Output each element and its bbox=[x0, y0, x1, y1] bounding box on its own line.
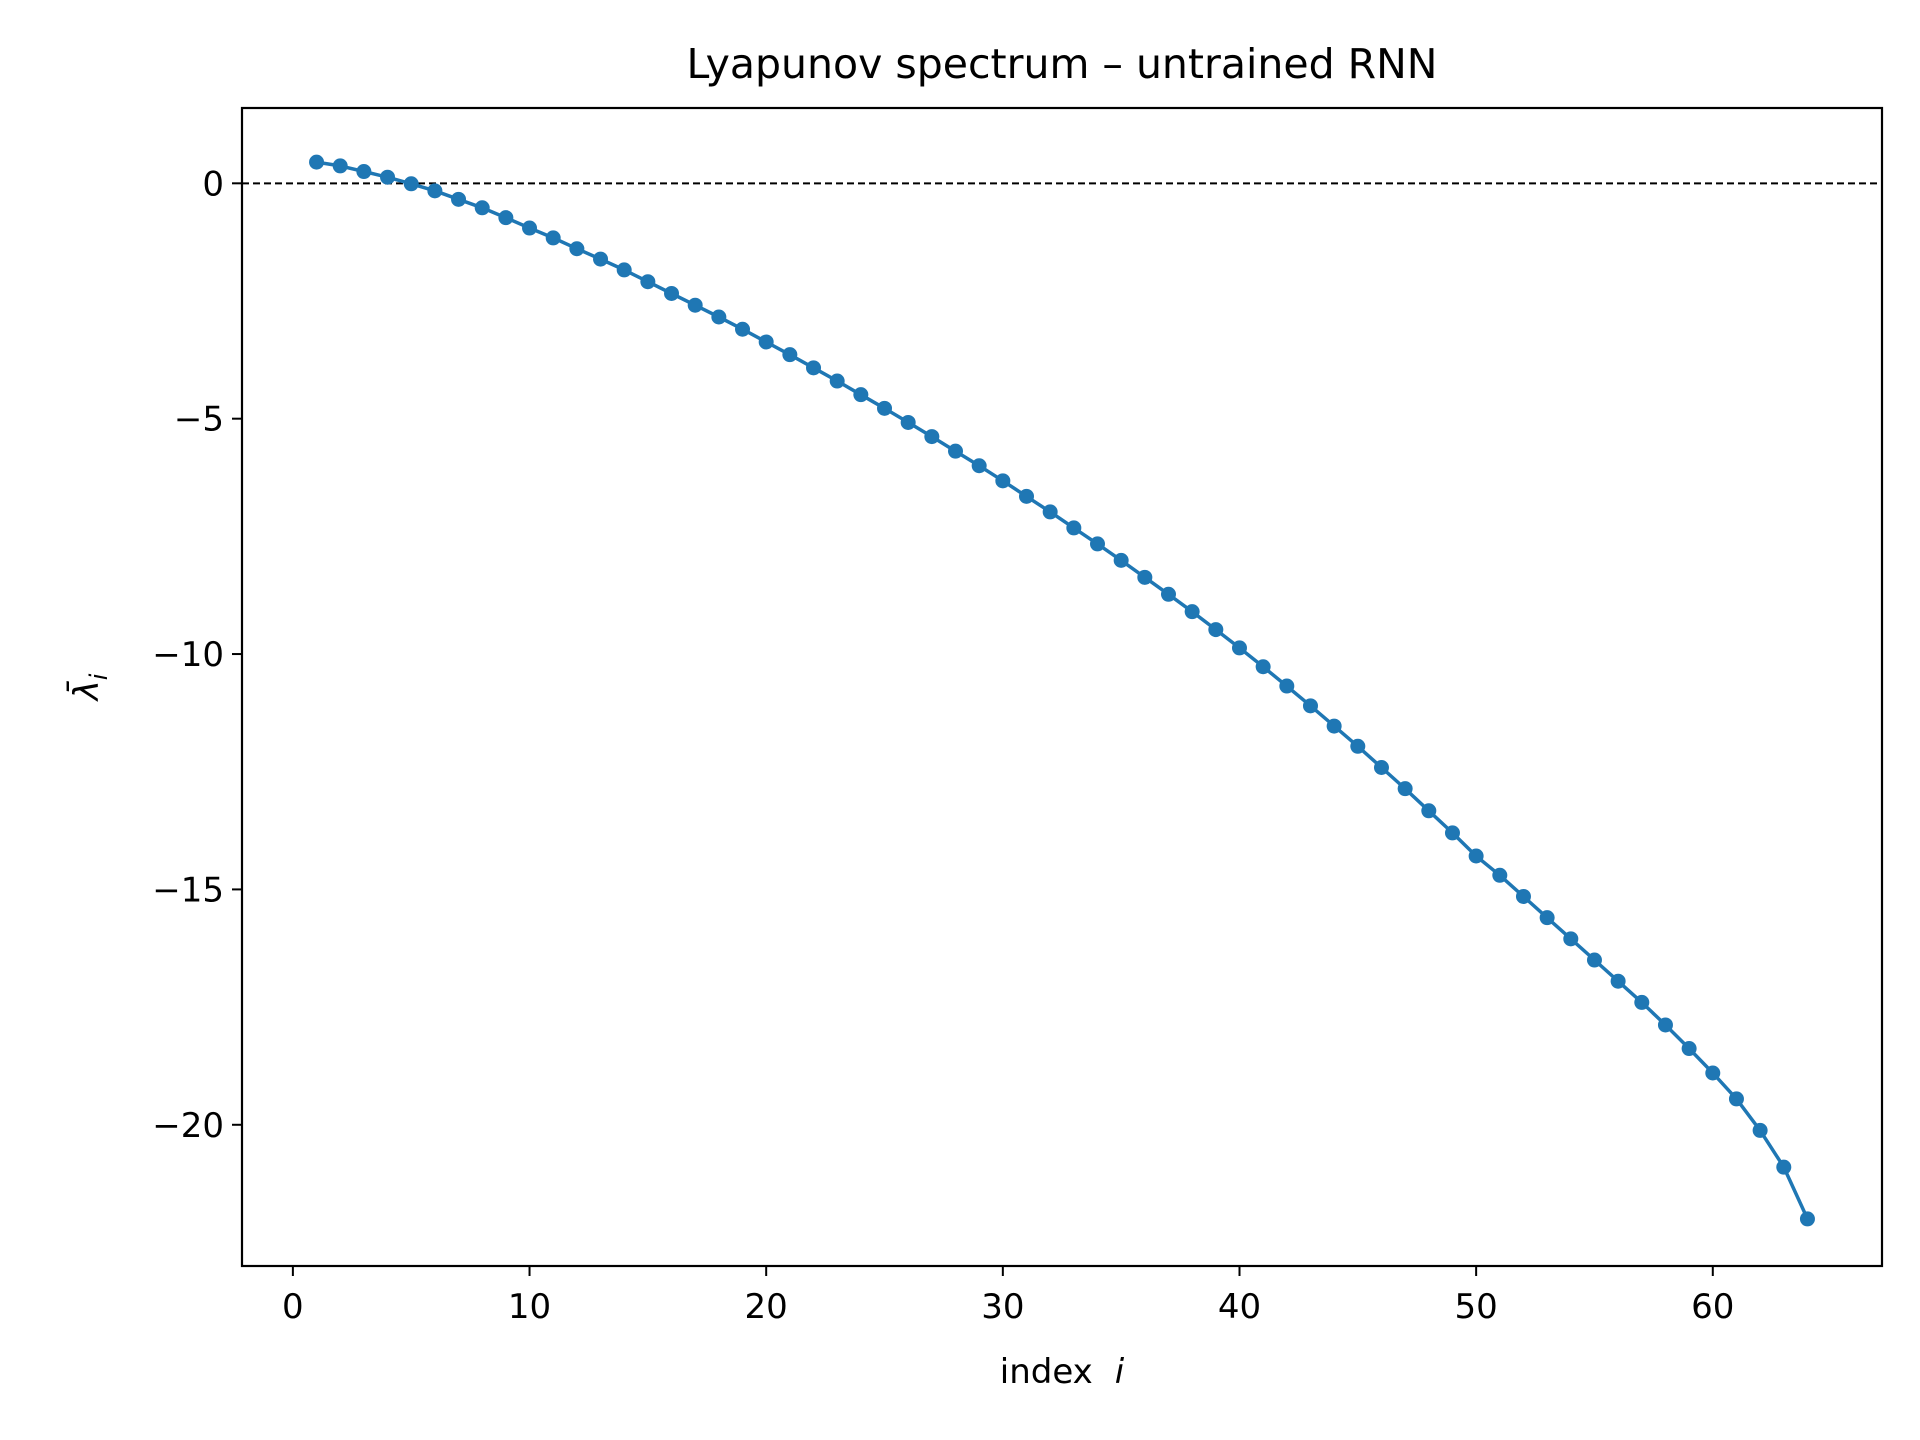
data-point bbox=[640, 274, 656, 290]
data-point bbox=[1350, 738, 1366, 754]
data-point bbox=[1657, 1017, 1673, 1033]
data-point bbox=[1681, 1041, 1697, 1057]
x-tick-label: 0 bbox=[282, 1287, 304, 1327]
data-point bbox=[1066, 520, 1082, 536]
x-tick-label: 60 bbox=[1691, 1287, 1734, 1327]
data-point bbox=[1539, 910, 1555, 926]
data-point bbox=[1326, 718, 1342, 734]
y-axis: 0 −5 −10 −15 −20 bbox=[152, 164, 242, 1146]
data-point bbox=[1468, 848, 1484, 864]
y-axis-label: λ̄i bbox=[66, 673, 113, 702]
data-point bbox=[1610, 973, 1626, 989]
x-tick-label: 40 bbox=[1218, 1287, 1261, 1327]
data-point bbox=[545, 230, 561, 246]
data-point bbox=[1137, 569, 1153, 585]
x-tick-label: 20 bbox=[745, 1287, 788, 1327]
data-point bbox=[1302, 698, 1318, 714]
data-point bbox=[948, 443, 964, 459]
data-point bbox=[1728, 1091, 1744, 1107]
data-point bbox=[1444, 825, 1460, 841]
data-point bbox=[1042, 504, 1058, 520]
data-point bbox=[332, 158, 348, 174]
x-tick-label: 10 bbox=[508, 1287, 551, 1327]
data-point bbox=[829, 373, 845, 389]
data-point bbox=[900, 414, 916, 430]
x-axis-label-text: index bbox=[1000, 1352, 1093, 1392]
data-point bbox=[593, 251, 609, 267]
data-point bbox=[877, 400, 893, 416]
data-point bbox=[853, 387, 869, 403]
data-point bbox=[1373, 759, 1389, 775]
y-tick-label: −15 bbox=[152, 870, 224, 910]
data-point bbox=[1089, 536, 1105, 552]
y-tick-label: 0 bbox=[202, 164, 224, 204]
data-point bbox=[569, 241, 585, 257]
data-point bbox=[971, 458, 987, 474]
data-point bbox=[1019, 488, 1035, 504]
data-point bbox=[1515, 888, 1531, 904]
axes-frame bbox=[240, 106, 1884, 1268]
data-point bbox=[403, 176, 419, 192]
data-point bbox=[1397, 781, 1413, 797]
data-point bbox=[1208, 622, 1224, 638]
chart-title: Lyapunov spectrum – untrained RNN bbox=[687, 40, 1438, 88]
data-point bbox=[1113, 552, 1129, 568]
data-point bbox=[1231, 640, 1247, 656]
data-point bbox=[806, 360, 822, 376]
data-point bbox=[924, 429, 940, 445]
data-point bbox=[664, 285, 680, 301]
y-tick-label: −10 bbox=[152, 635, 224, 675]
data-point bbox=[1799, 1211, 1815, 1227]
data-point bbox=[474, 200, 490, 216]
data-point bbox=[522, 220, 538, 236]
x-tick-label: 50 bbox=[1455, 1287, 1498, 1327]
data-point bbox=[782, 347, 798, 363]
plot-area bbox=[240, 106, 1884, 1268]
data-point bbox=[758, 334, 774, 350]
data-point bbox=[1492, 867, 1508, 883]
x-axis: 0 10 20 30 40 50 60 bbox=[282, 1266, 1734, 1327]
data-point bbox=[309, 154, 325, 170]
data-point bbox=[427, 183, 443, 199]
data-point bbox=[356, 164, 372, 180]
data-point bbox=[1776, 1159, 1792, 1175]
data-point bbox=[735, 321, 751, 337]
x-axis-label-var: i bbox=[1115, 1352, 1125, 1392]
data-point bbox=[1634, 994, 1650, 1010]
series-line bbox=[316, 160, 1810, 1220]
data-point bbox=[1705, 1065, 1721, 1081]
x-axis-label: index i bbox=[1000, 1352, 1125, 1392]
data-point bbox=[451, 191, 467, 207]
data-point bbox=[1586, 952, 1602, 968]
data-point bbox=[687, 297, 703, 313]
x-tick-label: 30 bbox=[981, 1287, 1024, 1327]
y-axis-label-symbol: λ̄ bbox=[66, 680, 107, 702]
series-layer bbox=[309, 154, 1815, 1227]
data-point bbox=[1752, 1122, 1768, 1138]
y-axis-label-subscript: i bbox=[85, 673, 113, 680]
data-point bbox=[1563, 931, 1579, 947]
data-point bbox=[1421, 803, 1437, 819]
data-point bbox=[380, 169, 396, 185]
data-point bbox=[1279, 678, 1295, 694]
data-point bbox=[995, 473, 1011, 489]
y-tick-label: −20 bbox=[152, 1106, 224, 1146]
data-point bbox=[616, 262, 632, 278]
data-point bbox=[711, 309, 727, 325]
data-point bbox=[498, 210, 514, 226]
data-point bbox=[1255, 659, 1271, 675]
y-tick-label: −5 bbox=[174, 400, 224, 440]
data-point bbox=[1160, 586, 1176, 602]
data-point bbox=[1184, 604, 1200, 620]
